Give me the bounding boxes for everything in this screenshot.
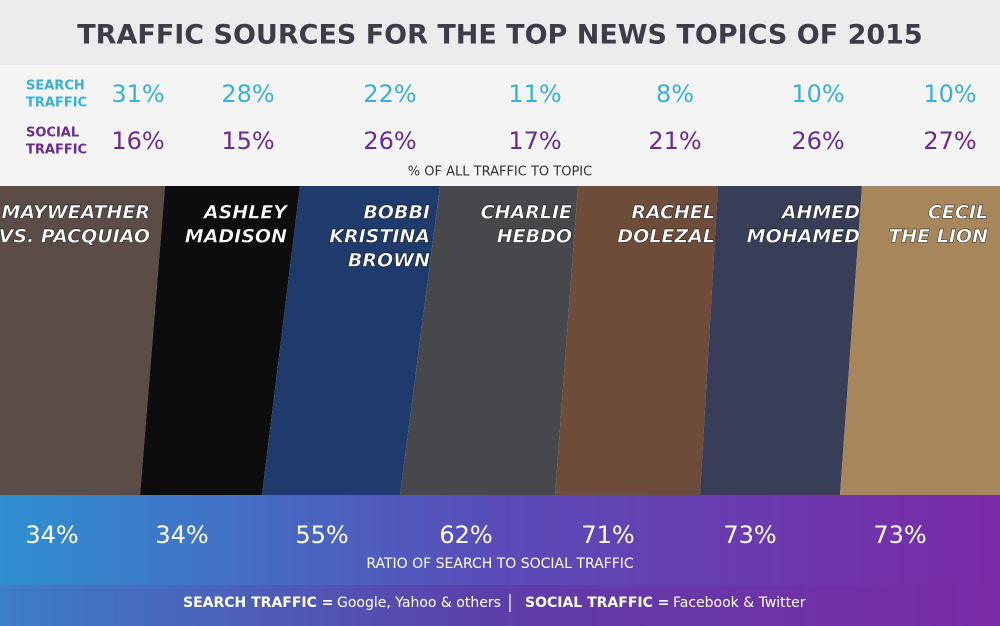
rows-caption: % OF ALL TRAFFIC TO TOPIC (408, 165, 592, 180)
ratio-value: 34% (25, 521, 78, 549)
topic-name: CECIL (928, 202, 988, 224)
row-value: 8% (656, 80, 694, 108)
topic-name: HEBDO (497, 226, 572, 248)
row-value: 21% (648, 127, 701, 155)
rows-background (0, 65, 1000, 186)
row-value: 16% (111, 127, 164, 155)
topic-name: MADISON (185, 226, 287, 248)
topic-name: THE LION (888, 226, 988, 248)
row-label: SEARCH (26, 79, 85, 94)
title: TRAFFIC SOURCES FOR THE TOP NEWS TOPICS … (77, 20, 922, 51)
ratio-value: 62% (439, 521, 492, 549)
topic-name: VS. PACQUIAO (0, 226, 150, 248)
footer-social-text: Facebook & Twitter (673, 595, 806, 611)
photo-panel (262, 186, 440, 495)
ratio-caption: RATIO OF SEARCH TO SOCIAL TRAFFIC (366, 556, 634, 572)
row-value: 10% (791, 80, 844, 108)
ratio-band (0, 495, 1000, 585)
topic-name: RACHEL (631, 202, 715, 224)
row-value: 15% (221, 127, 274, 155)
row-value: 11% (508, 80, 561, 108)
topic-name: BROWN (348, 250, 430, 272)
topic-name: CHARLIE (481, 202, 572, 224)
footer-search-text: Google, Yahoo & others (337, 595, 501, 611)
ratio-value: 71% (581, 521, 634, 549)
topic-name: MAYWEATHER (2, 202, 150, 224)
topic-name: BOBBI (363, 202, 430, 224)
row-value: 27% (923, 127, 976, 155)
topic-name: AHMED (780, 202, 860, 224)
ratio-value: 73% (873, 521, 926, 549)
footer-band (0, 585, 1000, 626)
photo-panel (400, 186, 578, 495)
topic-name: DOLEZAL (617, 226, 715, 248)
ratio-value: 34% (155, 521, 208, 549)
row-label: SOCIAL (26, 126, 79, 141)
topic-name: KRISTINA (329, 226, 430, 248)
footer-search-label: SEARCH TRAFFIC = (183, 595, 334, 611)
photo-panel (555, 186, 718, 495)
row-value: 26% (791, 127, 844, 155)
ratio-value: 55% (295, 521, 348, 549)
photo-panel (700, 186, 862, 495)
photo-panel (140, 186, 300, 495)
photo-panel (840, 186, 1000, 495)
photo-panel (0, 186, 165, 495)
row-value: 28% (221, 80, 274, 108)
footer-social-label: SOCIAL TRAFFIC = (525, 595, 669, 611)
row-value: 17% (508, 127, 561, 155)
topic-name: MOHAMED (747, 226, 860, 248)
row-value: 10% (923, 80, 976, 108)
row-value: 26% (363, 127, 416, 155)
topic-name: ASHLEY (202, 202, 289, 224)
row-label: TRAFFIC (26, 96, 87, 111)
row-label: TRAFFIC (26, 143, 87, 158)
row-value: 22% (363, 80, 416, 108)
photo-strip (0, 186, 1000, 495)
ratio-value: 73% (723, 521, 776, 549)
row-value: 31% (111, 80, 164, 108)
